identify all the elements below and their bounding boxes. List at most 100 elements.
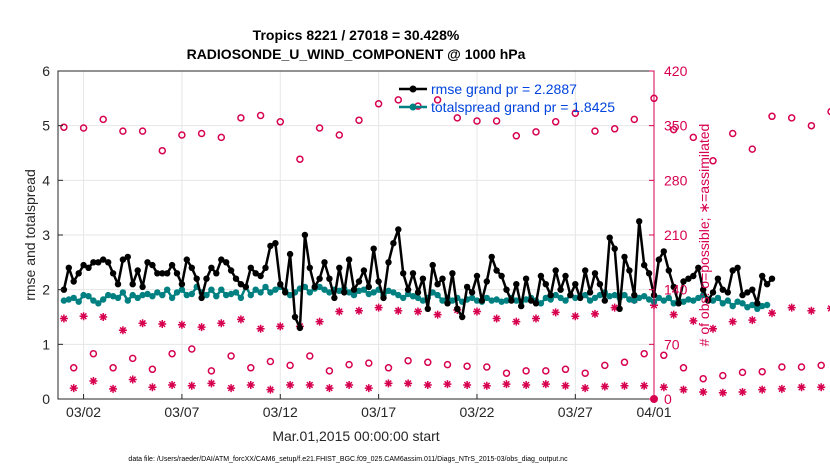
assimilated-obs-point — [640, 381, 649, 390]
totalspread-point — [154, 289, 161, 296]
possible-obs-point — [433, 96, 442, 104]
possible-obs-series — [60, 94, 830, 383]
totalspread-point — [114, 294, 122, 302]
y-left-tick-label: 3 — [42, 227, 50, 243]
rmse-point — [665, 267, 672, 274]
assimilated-obs-point — [443, 380, 452, 389]
rmse-point — [365, 283, 372, 291]
totalspread-point — [660, 297, 667, 304]
rmse-point — [75, 270, 82, 277]
possible-obs-point — [492, 117, 501, 125]
rmse-point — [522, 275, 530, 282]
rmse-point — [345, 256, 353, 263]
rmse-point — [380, 294, 387, 302]
totalspread-point — [522, 296, 530, 303]
rmse-point — [582, 267, 589, 274]
assimilated-obs-point — [689, 316, 698, 325]
rmse-point — [537, 272, 545, 280]
assimilated-obs-point — [89, 377, 98, 386]
totalspread-point — [390, 289, 397, 296]
rmse-point — [636, 218, 643, 225]
totalspread-point — [724, 297, 731, 304]
totalspread-point — [252, 286, 259, 293]
rmse-point — [709, 289, 717, 296]
possible-obs-point — [483, 363, 491, 371]
rmse-point — [493, 267, 500, 274]
rmse-point — [468, 289, 476, 296]
possible-obs-point — [325, 367, 334, 375]
y-right-tick-label: 210 — [664, 227, 688, 243]
rmse-point — [596, 281, 604, 288]
assimilated-obs-point — [118, 326, 127, 335]
totalspread-point — [109, 293, 117, 300]
rmse-point — [508, 297, 515, 304]
rmse-point — [518, 302, 525, 310]
assimilated-obs-point — [256, 324, 265, 333]
possible-obs-point — [778, 363, 786, 371]
rmse-point — [149, 261, 156, 269]
possible-obs-point — [69, 364, 78, 372]
possible-obs-point — [158, 146, 167, 155]
totalspread-point — [90, 297, 97, 304]
assimilated-obs-point — [787, 303, 796, 312]
totalspread-point — [306, 289, 313, 296]
y-right-tick-label: 280 — [664, 172, 688, 188]
assimilated-obs-point — [797, 383, 806, 392]
possible-obs-point — [266, 357, 275, 366]
totalspread-point — [434, 291, 441, 299]
possible-obs-point — [502, 369, 511, 377]
totalspread-point — [247, 291, 254, 299]
possible-obs-point — [699, 374, 707, 383]
rmse-point — [291, 313, 299, 321]
assimilated-obs-point — [394, 306, 403, 315]
totalspread-point — [449, 297, 456, 304]
assimilated-obs-point — [492, 314, 501, 323]
assimilated-obs-point — [561, 381, 570, 390]
totalspread-point — [213, 293, 220, 300]
possible-obs-point — [660, 351, 668, 360]
y-right-tick-label: 0 — [664, 391, 672, 407]
totalspread-point — [365, 290, 372, 298]
possible-obs-point — [473, 117, 481, 125]
rmse-point — [385, 259, 392, 266]
rmse-point — [306, 264, 313, 271]
x-tick-label: 03/12 — [263, 404, 298, 420]
rmse-point — [208, 264, 215, 271]
possible-obs-point — [345, 360, 353, 369]
x-tick-label: 03/22 — [459, 404, 494, 420]
assimilated-obs-point — [463, 380, 472, 389]
possible-obs-point — [276, 118, 285, 126]
x-tick-label: 03/07 — [164, 404, 199, 420]
rmse-point — [267, 242, 274, 250]
rmse-point — [316, 275, 323, 282]
rmse-point — [739, 291, 746, 299]
rmse-point — [631, 291, 638, 299]
x-tick-label: 04/01 — [636, 404, 671, 420]
possible-obs-point — [79, 124, 88, 132]
rmse-point — [562, 272, 569, 280]
possible-obs-point — [394, 96, 403, 104]
rmse-point — [218, 256, 225, 263]
assimilated-obs-point — [748, 316, 757, 325]
rmse-point — [311, 283, 318, 291]
rmse-point — [675, 300, 682, 307]
totalspread-point — [400, 294, 407, 302]
rmse-point — [193, 275, 200, 282]
rmse-point — [542, 281, 549, 288]
totalspread-point — [168, 294, 176, 302]
rmse-point — [119, 256, 127, 263]
assimilated-obs-point — [266, 385, 275, 394]
totalspread-point — [360, 286, 368, 293]
possible-obs-point — [522, 367, 530, 375]
rmse-point — [690, 272, 697, 280]
totalspread-point — [695, 294, 702, 302]
rmse-point — [680, 278, 687, 285]
rmse-point — [483, 278, 490, 285]
assimilated-obs-point — [197, 323, 206, 332]
totalspread-point — [670, 300, 677, 307]
possible-obs-point — [453, 114, 462, 122]
possible-obs-point — [561, 365, 570, 374]
assimilated-obs-point — [699, 387, 708, 396]
possible-obs-point — [89, 349, 98, 358]
rmse-point — [409, 270, 417, 277]
